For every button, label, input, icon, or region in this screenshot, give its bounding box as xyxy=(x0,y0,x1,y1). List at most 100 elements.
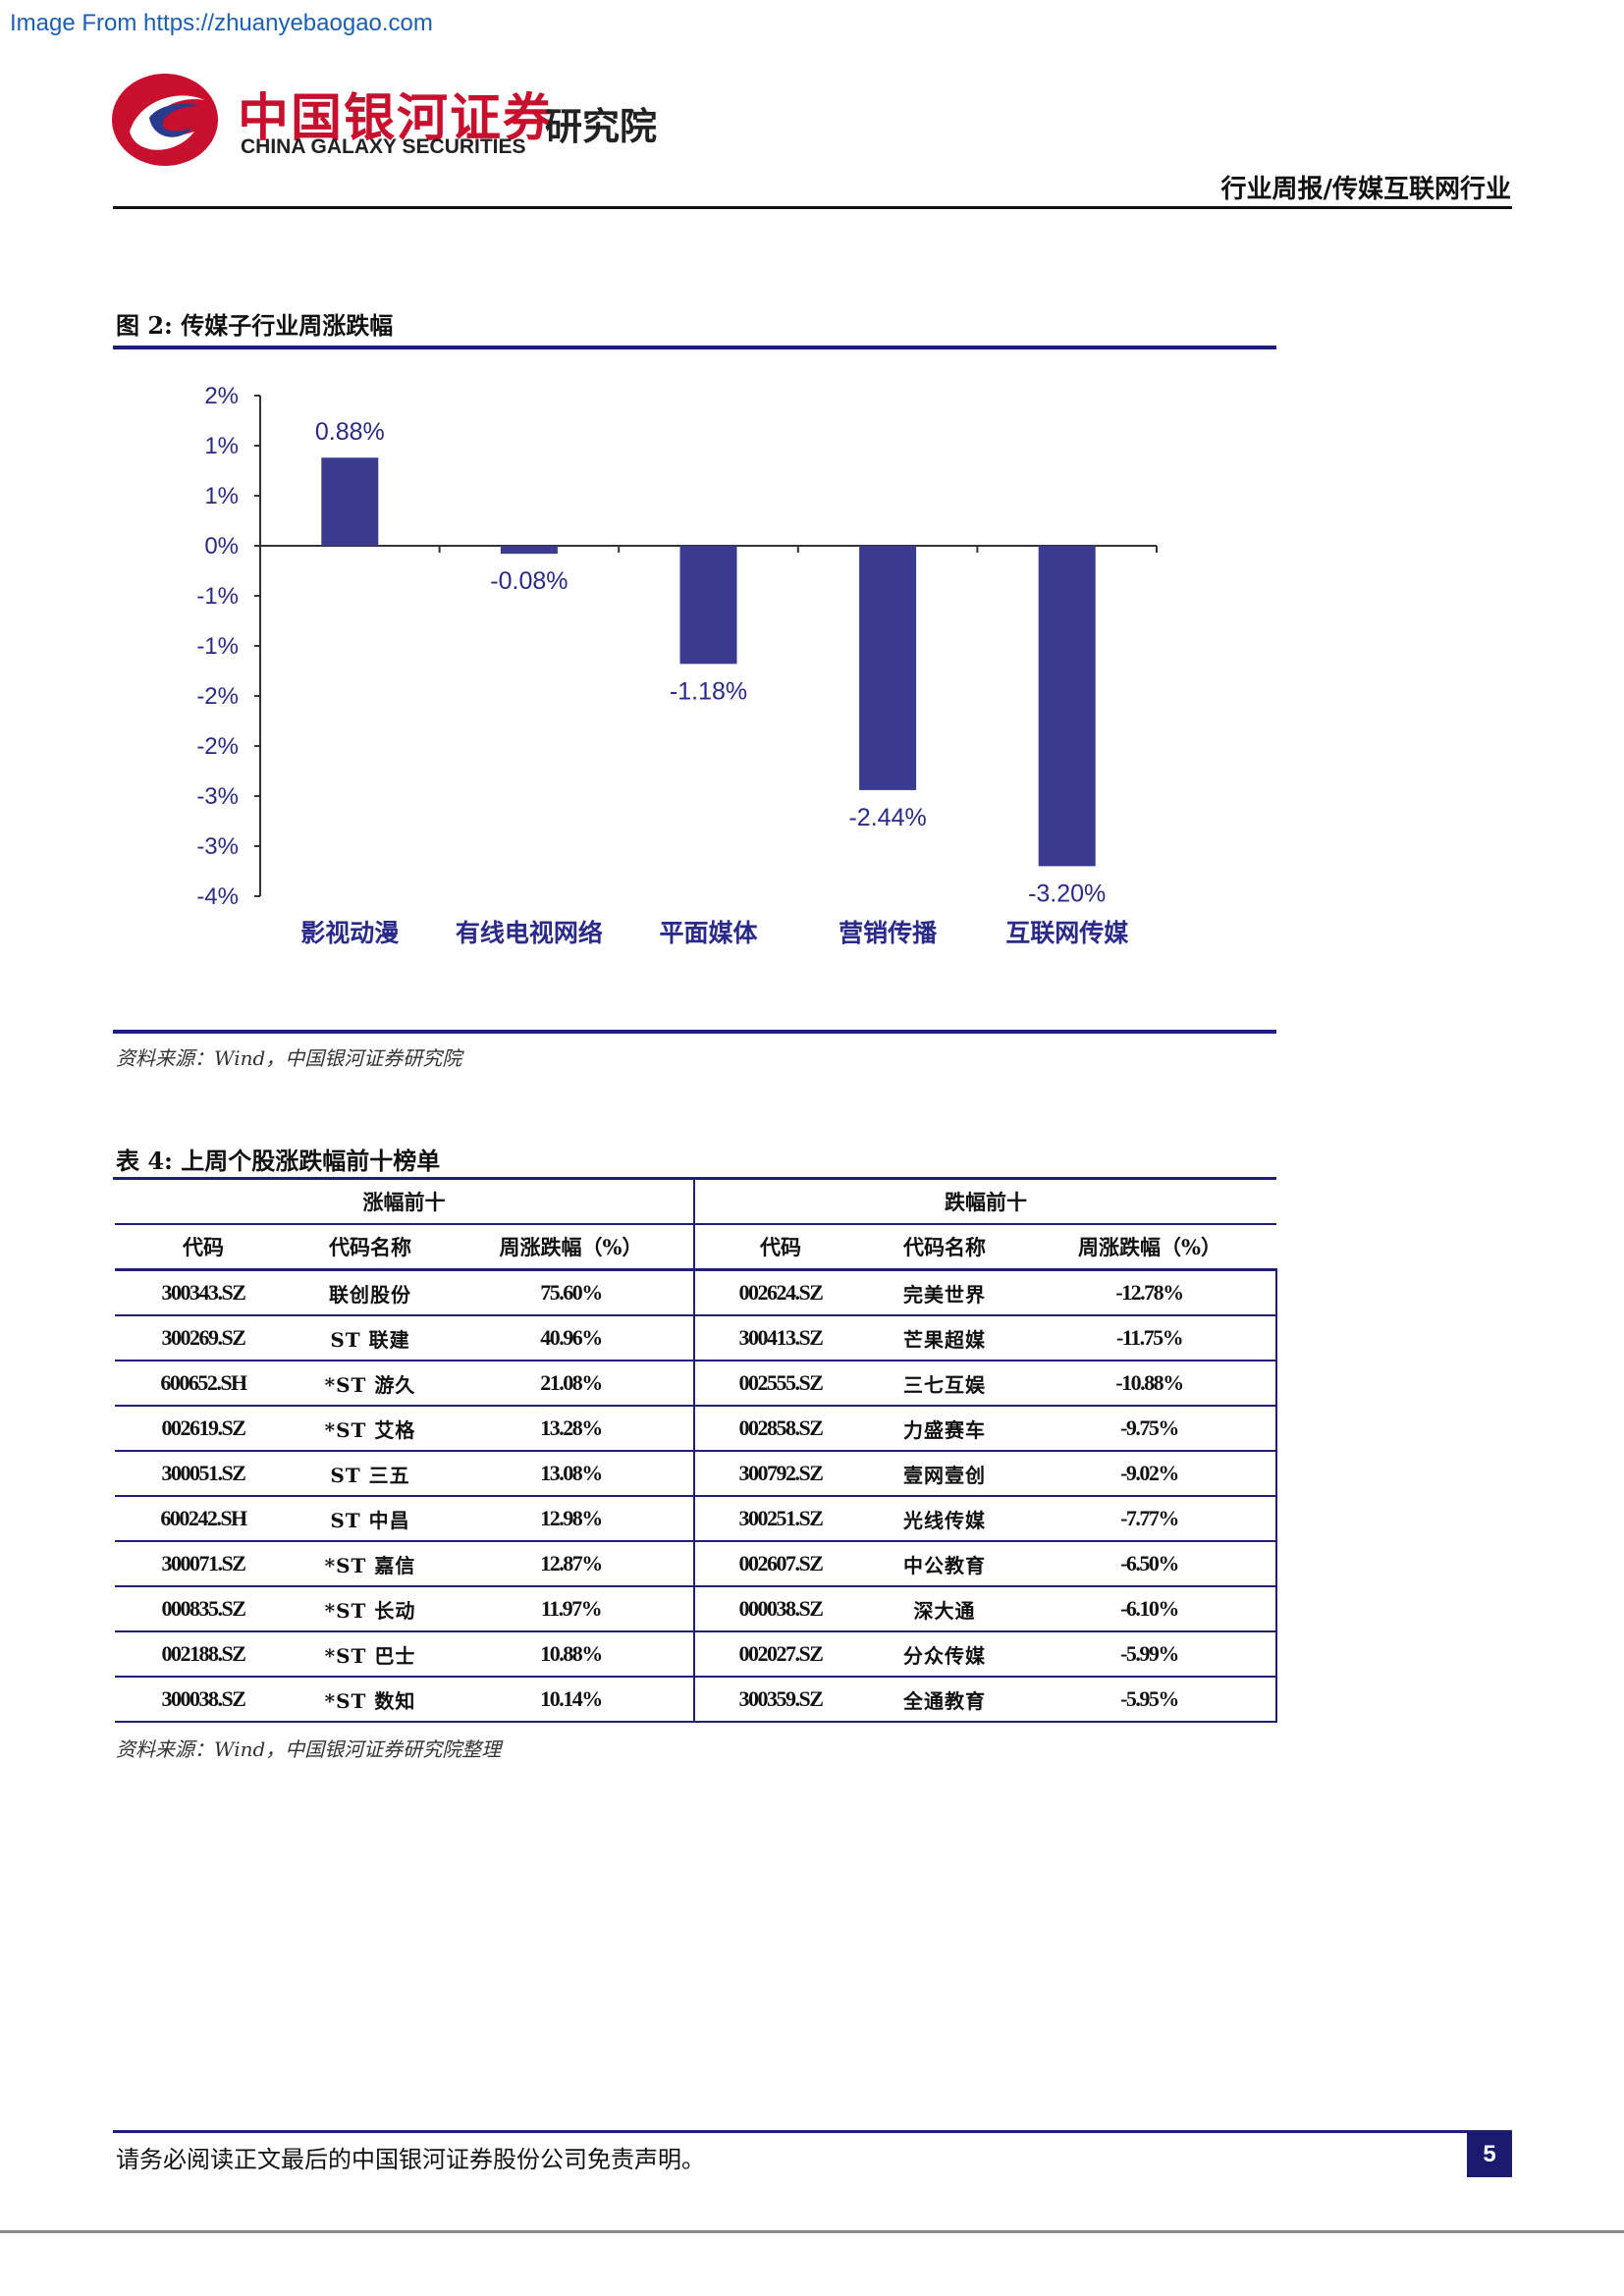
data-label: 0.88% xyxy=(315,418,385,446)
category-label: 有线电视网络 xyxy=(456,919,603,947)
loser-change-cell: -12.78% xyxy=(1023,1269,1278,1316)
gainer-change-cell: 12.98% xyxy=(449,1496,695,1542)
gainer-name-cell: 联创股份 xyxy=(292,1269,449,1316)
table-row: 002619.SZ *ST 艾格 13.28% 002858.SZ 力盛赛车 -9.75% xyxy=(115,1406,1278,1452)
figure-bottom-rule xyxy=(113,1030,1276,1034)
figure-source: 资料来源：Wind，中国银河证券研究院 xyxy=(116,1046,462,1070)
gainer-code-cell: 002619.SZ xyxy=(115,1406,292,1452)
column-header: 代码 xyxy=(693,1224,867,1271)
source-watermark[interactable]: Image From https://zhuanyebaogao.com xyxy=(10,10,433,36)
figure-top-rule xyxy=(113,346,1276,349)
y-tick-label: -1% xyxy=(196,633,239,660)
bar-4 xyxy=(859,546,917,790)
y-tick-label: -2% xyxy=(196,733,239,760)
loser-code-cell: 300359.SZ xyxy=(693,1677,867,1723)
y-tick-label: 1% xyxy=(204,433,239,459)
company-name-en: CHINA GALAXY SECURITIES xyxy=(241,135,526,158)
page-number: 5 xyxy=(1467,2132,1512,2177)
loser-name-cell: 力盛赛车 xyxy=(866,1406,1024,1452)
gainer-name-cell: *ST 艾格 xyxy=(292,1406,449,1452)
column-header: 代码 xyxy=(115,1224,292,1271)
loser-change-cell: -9.02% xyxy=(1023,1451,1278,1497)
loser-name-cell: 深大通 xyxy=(866,1586,1024,1632)
gainer-code-cell: 000835.SZ xyxy=(115,1586,292,1632)
loser-name-cell: 壹网壹创 xyxy=(866,1451,1024,1497)
loser-name-cell: 分众传媒 xyxy=(866,1631,1024,1678)
table-row: 002188.SZ *ST 巴士 10.88% 002027.SZ 分众传媒 -5.99% xyxy=(115,1631,1278,1678)
group-header-losers: 跌幅前十 xyxy=(693,1180,1277,1225)
loser-code-cell: 002027.SZ xyxy=(693,1631,867,1678)
loser-code-cell: 002624.SZ xyxy=(693,1269,867,1316)
header-divider xyxy=(113,206,1512,209)
gainer-name-cell: *ST 游久 xyxy=(292,1361,449,1407)
gainer-name-cell: *ST 嘉信 xyxy=(292,1541,449,1587)
loser-change-cell: -5.99% xyxy=(1023,1631,1278,1678)
gainer-change-cell: 40.96% xyxy=(449,1315,695,1362)
loser-name-cell: 完美世界 xyxy=(866,1269,1024,1316)
gainer-name-cell: ST 联建 xyxy=(292,1315,449,1362)
y-tick-label: -1% xyxy=(196,583,239,610)
loser-name-cell: 中公教育 xyxy=(866,1541,1024,1587)
gainer-code-cell: 600242.SH xyxy=(115,1496,292,1542)
category-label: 互联网传媒 xyxy=(1005,919,1129,947)
y-tick-label: -3% xyxy=(196,833,239,860)
figure-title: 图 2: 传媒子行业周涨跌幅 xyxy=(116,311,394,340)
bar-2 xyxy=(500,546,558,555)
loser-change-cell: -11.75% xyxy=(1023,1315,1278,1362)
loser-code-cell: 000038.SZ xyxy=(693,1586,867,1632)
column-header: 周涨跌幅（%） xyxy=(449,1224,695,1271)
column-header: 周涨跌幅（%） xyxy=(1023,1224,1277,1271)
gainer-change-cell: 13.28% xyxy=(449,1406,695,1452)
table-row: 300343.SZ 联创股份 75.60% 002624.SZ 完美世界 -12.78% xyxy=(115,1269,1278,1316)
gainer-name-cell: *ST 巴士 xyxy=(292,1631,449,1678)
y-tick-label: -2% xyxy=(196,683,239,710)
page-bottom-line xyxy=(0,2230,1624,2233)
loser-code-cell: 002607.SZ xyxy=(693,1541,867,1587)
y-tick-label: -3% xyxy=(196,783,239,810)
gainer-name-cell: ST 中昌 xyxy=(292,1496,449,1542)
y-tick-label: 2% xyxy=(204,383,239,409)
table-row: 300071.SZ *ST 嘉信 12.87% 002607.SZ 中公教育 -6.50% xyxy=(115,1541,1278,1587)
table-row: 000835.SZ *ST 长动 11.97% 000038.SZ 深大通 -6.10% xyxy=(115,1586,1278,1632)
gainer-code-cell: 600652.SH xyxy=(115,1361,292,1407)
loser-name-cell: 三七互娱 xyxy=(866,1361,1024,1407)
galaxy-logo-icon xyxy=(112,74,218,166)
y-tick-label: 0% xyxy=(204,533,239,560)
gainer-code-cell: 300038.SZ xyxy=(115,1677,292,1723)
loser-name-cell: 芒果超媒 xyxy=(866,1315,1024,1362)
table-body: 300343.SZ 联创股份 75.60% 002624.SZ 完美世界 -12.78% 3… xyxy=(115,1269,1278,1723)
group-header-gainers: 涨幅前十 xyxy=(115,1180,695,1225)
subindustry-bar-chart: 2% 1% 1% 0% -1% -1% -2% -2% -3% -3% -4% 0.88% 影视动漫 -0… xyxy=(196,383,1158,947)
table-row: 600242.SH ST 中昌 12.98% 300251.SZ 光线传媒 -7.77% xyxy=(115,1496,1278,1542)
gainer-code-cell: 002188.SZ xyxy=(115,1631,292,1678)
gainer-code-cell: 300269.SZ xyxy=(115,1315,292,1362)
gainer-change-cell: 13.08% xyxy=(449,1451,695,1497)
table-row: 300269.SZ ST 联建 40.96% 300413.SZ 芒果超媒 -11.75% xyxy=(115,1315,1278,1362)
category-label: 平面媒体 xyxy=(659,919,758,947)
category-label: 影视动漫 xyxy=(300,919,399,947)
y-tick-label: -4% xyxy=(196,883,239,910)
gainer-change-cell: 10.14% xyxy=(449,1677,695,1723)
table-source: 资料来源：Wind，中国银河证券研究院整理 xyxy=(116,1737,502,1761)
gainer-name-cell: ST 三五 xyxy=(292,1451,449,1497)
top-movers-table: 涨幅前十 跌幅前十 代码 代码名称 周涨跌幅（%） 代码 代码名称 周涨跌幅（%… xyxy=(115,1180,1278,1723)
table-row: 300038.SZ *ST 数知 10.14% 300359.SZ 全通教育 -5.95% xyxy=(115,1677,1278,1723)
loser-code-cell: 002555.SZ xyxy=(693,1361,867,1407)
bar-3 xyxy=(679,546,737,665)
column-header: 代码名称 xyxy=(866,1224,1024,1271)
loser-change-cell: -9.75% xyxy=(1023,1406,1278,1452)
loser-code-cell: 002858.SZ xyxy=(693,1406,867,1452)
loser-name-cell: 光线传媒 xyxy=(866,1496,1024,1542)
bar-1 xyxy=(321,457,379,546)
loser-change-cell: -6.50% xyxy=(1023,1541,1278,1587)
table-row: 600652.SH *ST 游久 21.08% 002555.SZ 三七互娱 -10.88… xyxy=(115,1361,1278,1407)
table-title: 表 4: 上周个股涨跌幅前十榜单 xyxy=(116,1147,441,1175)
loser-code-cell: 300251.SZ xyxy=(693,1496,867,1542)
institute-label: 研究院 xyxy=(545,105,658,148)
loser-code-cell: 300792.SZ xyxy=(693,1451,867,1497)
gainer-code-cell: 300051.SZ xyxy=(115,1451,292,1497)
category-label: 营销传播 xyxy=(839,919,938,947)
gainer-change-cell: 12.87% xyxy=(449,1541,695,1587)
y-tick-label: 1% xyxy=(204,483,239,509)
table-top-rule xyxy=(113,1177,1276,1180)
